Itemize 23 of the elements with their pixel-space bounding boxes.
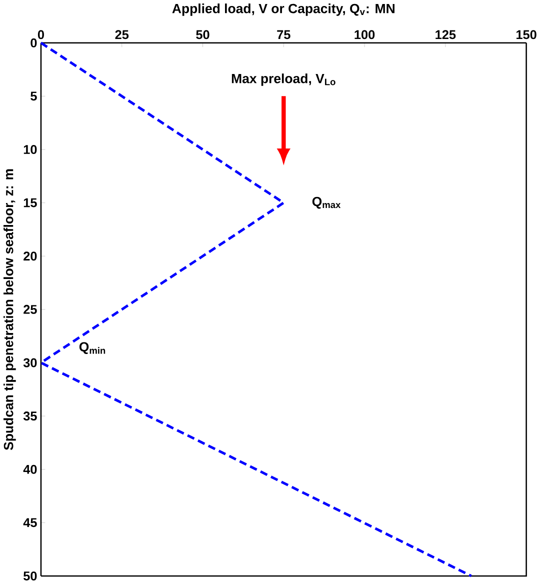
y-tick-label: 15 [24,198,37,208]
y-tick-label: 5 [30,92,37,101]
y-tick-label: 10 [24,145,37,154]
x-tick-label: 100 [354,30,374,40]
annotation: Max preload, V$_{Lo}$ [232,74,336,86]
y-tick-label: 45 [23,518,37,528]
x-tick-label: 150 [516,30,536,40]
annotation: Q$_{max}$ [312,196,340,209]
y-axis-title: Spudcan tip penetration below seafloor, z: m [3,169,16,450]
x-tick-label: 25 [115,30,128,40]
y-tick-label: 35 [23,412,37,421]
x-tick-label: 50 [196,30,210,40]
y-tick-label: 40 [23,464,37,474]
y-tick-label: 50 [23,571,37,580]
x-tick-label: 125 [435,30,456,40]
annotation: Q$_{min}$ [79,342,105,354]
y-tick-label: 30 [23,358,37,368]
x-tick-label: 0 [38,30,44,40]
x-axis-title: Applied load, V or Capacity, Q$_{v}$: MN [172,4,394,16]
y-tick-label: 20 [23,252,37,261]
y-tick-label: 0 [30,38,37,48]
x-tick-label: 75 [276,30,290,40]
y-tick-label: 25 [23,304,37,314]
